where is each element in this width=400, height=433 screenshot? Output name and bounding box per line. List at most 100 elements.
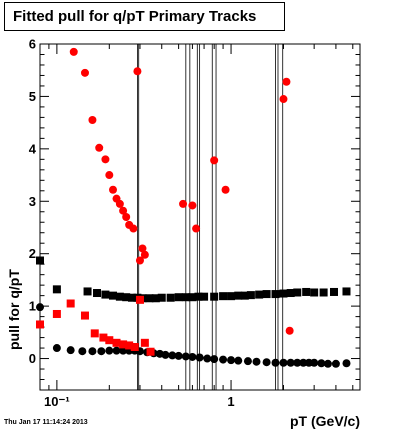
data-point-square [262, 290, 271, 299]
data-point-circle [105, 171, 114, 180]
y-tick-label: 4 [29, 141, 37, 156]
y-tick-label: 6 [29, 37, 36, 52]
data-point-square [122, 293, 131, 302]
y-tick-label: 0 [29, 351, 36, 366]
data-point-circle [161, 350, 170, 359]
data-point-circle [181, 352, 190, 361]
data-point-circle [36, 303, 44, 312]
data-point-square [194, 292, 203, 301]
data-point-circle [285, 326, 294, 335]
data-point-circle [293, 358, 302, 367]
data-point-circle [227, 356, 236, 365]
data-point-square [319, 288, 328, 297]
data-point-circle [192, 224, 201, 233]
data-point-square [101, 290, 110, 299]
data-point-square [271, 290, 280, 299]
data-point-square [234, 291, 243, 300]
data-point-circle [119, 346, 128, 355]
data-point-square [200, 292, 209, 301]
data-point-square [36, 320, 44, 329]
data-point-square [105, 336, 114, 345]
data-point-circle [221, 185, 230, 194]
data-point-circle [168, 351, 177, 360]
x-axis-label: pT (GeV/c) [290, 413, 361, 429]
data-point-circle [299, 358, 308, 367]
data-point-square [36, 256, 44, 265]
data-point-circle [88, 116, 97, 125]
data-point-square [119, 340, 128, 349]
data-point-square [145, 294, 154, 303]
data-point-square [342, 287, 351, 296]
data-point-square [210, 292, 219, 301]
y-axis-label: pull for q/pT [6, 269, 22, 350]
data-point-circle [122, 213, 131, 221]
data-point-circle [323, 359, 332, 368]
vertical-lines [137, 44, 284, 390]
data-point-square [140, 338, 149, 347]
data-point-circle [331, 359, 340, 368]
y-axis-tick-labels: 0 1 2 3 4 5 6 [29, 37, 37, 367]
data-point-square [240, 291, 249, 300]
data-point-circle [317, 359, 326, 368]
y-axis-ticks [40, 43, 360, 391]
data-point-circle [140, 250, 149, 259]
data-point-circle [69, 47, 78, 56]
data-point-square [329, 287, 338, 296]
x-axis-tick-labels: 10⁻¹ 1 [44, 394, 235, 409]
data-point-circle [210, 156, 219, 165]
data-point-square [90, 329, 99, 338]
data-point-square [99, 333, 108, 342]
data-point-square [93, 289, 102, 298]
data-point-circle [234, 356, 243, 365]
data-point-square [293, 288, 302, 297]
data-point-square [279, 289, 288, 298]
y-tick-label: 1 [29, 299, 36, 314]
data-point-circle [282, 77, 291, 86]
data-point-square [83, 287, 92, 296]
data-point-circle [78, 347, 87, 356]
data-point-circle [138, 244, 147, 253]
data-point-square [188, 293, 197, 302]
data-point-square [135, 295, 144, 304]
data-point-square [166, 293, 175, 302]
data-point-circle [195, 353, 204, 362]
data-point-circle [203, 354, 212, 363]
data-point-circle [88, 347, 97, 356]
data-point-circle [52, 344, 61, 353]
data-point-square [115, 292, 124, 301]
y-tick-label: 2 [29, 246, 36, 261]
data-point-square [219, 292, 228, 301]
x-tick-label: 1 [227, 394, 234, 409]
data-point-square [130, 343, 139, 352]
data-point-circle [179, 199, 188, 208]
data-point-square [181, 293, 190, 302]
data-point-square [80, 311, 89, 320]
data-point-circle [135, 256, 144, 265]
y-tick-label: 5 [29, 89, 36, 104]
data-point-square [66, 299, 75, 308]
data-point-circle [262, 358, 271, 367]
data-point-square [310, 288, 319, 297]
data-point-circle [80, 68, 89, 77]
datestamp: Thu Jan 17 11:14:24 2013 [4, 419, 88, 426]
data-point-circle [342, 359, 351, 368]
data-point-circle [271, 358, 280, 367]
data-point-circle [66, 346, 75, 355]
data-point-square [52, 309, 61, 318]
chart-title: Fitted pull for q/pT Primary Tracks [4, 2, 285, 31]
data-point-circle [188, 352, 197, 361]
data-point-circle [129, 224, 138, 233]
data-point-circle [219, 355, 228, 364]
data-point-circle [112, 346, 121, 355]
x-tick-label: 10⁻¹ [44, 394, 70, 409]
data-point-square [286, 289, 295, 298]
data-point-square [255, 290, 264, 299]
data-point-square [227, 292, 236, 301]
y-tick-label: 3 [29, 194, 36, 209]
data-points [36, 47, 351, 368]
data-point-circle [105, 346, 114, 355]
data-point-square [112, 338, 121, 347]
data-point-circle [286, 358, 295, 367]
data-point-circle [109, 185, 118, 194]
